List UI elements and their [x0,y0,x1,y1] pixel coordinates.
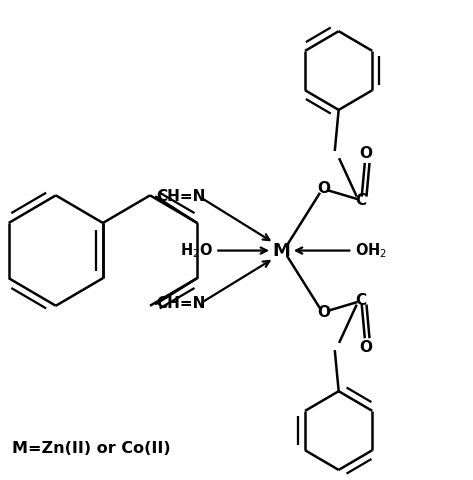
Text: O: O [317,180,331,196]
Text: CH=N: CH=N [156,296,205,312]
Text: CH=N: CH=N [156,189,205,204]
Text: O: O [359,340,372,355]
Text: C: C [355,293,367,309]
Text: M: M [272,241,290,260]
Text: C: C [355,192,367,208]
Text: O: O [359,146,372,161]
Text: O: O [317,305,331,321]
Text: H$_2$O: H$_2$O [180,241,213,260]
Text: M=Zn(II) or Co(II): M=Zn(II) or Co(II) [12,441,170,456]
Text: OH$_2$: OH$_2$ [355,241,387,260]
